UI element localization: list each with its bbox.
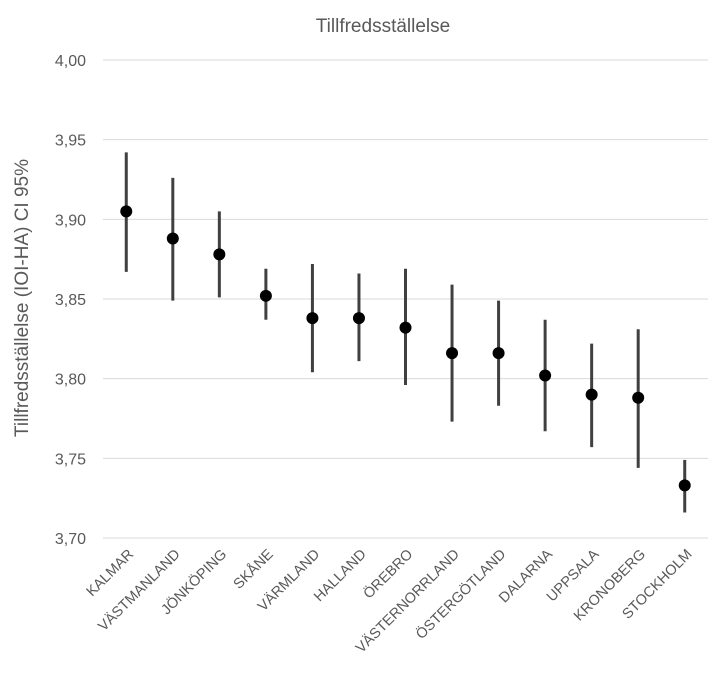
data-points <box>120 205 691 492</box>
data-point <box>352 312 365 325</box>
data-point <box>492 347 505 360</box>
y-tick-label: 3,75 <box>55 451 86 468</box>
data-point <box>585 388 598 401</box>
data-point <box>166 232 179 245</box>
y-tick-label: 4,00 <box>55 53 86 70</box>
y-tick-labels: 3,70 3,75 3,80 3,85 3,90 3,95 4,00 <box>55 53 86 548</box>
data-point <box>446 347 459 360</box>
x-tick-label: VÄSTMANLAND <box>95 546 184 635</box>
y-tick-label: 3,90 <box>55 212 86 229</box>
data-point <box>632 391 645 404</box>
y-tick-label: 3,85 <box>55 292 86 309</box>
data-point <box>678 479 691 492</box>
y-tick-label: 3,95 <box>55 133 86 150</box>
data-point <box>259 289 272 302</box>
data-point <box>399 321 412 334</box>
data-point <box>539 369 552 382</box>
data-point <box>213 248 226 261</box>
y-tick-label: 3,70 <box>55 531 86 548</box>
x-tick-label: SKÅNE <box>230 546 277 593</box>
y-tick-label: 3,80 <box>55 372 86 389</box>
y-axis-label: Tillfredsställelse (IOI-HA) CI 95% <box>12 159 33 437</box>
chart-title: Tillfredsställelse <box>316 16 450 37</box>
data-point <box>120 205 133 218</box>
data-point <box>306 312 319 325</box>
